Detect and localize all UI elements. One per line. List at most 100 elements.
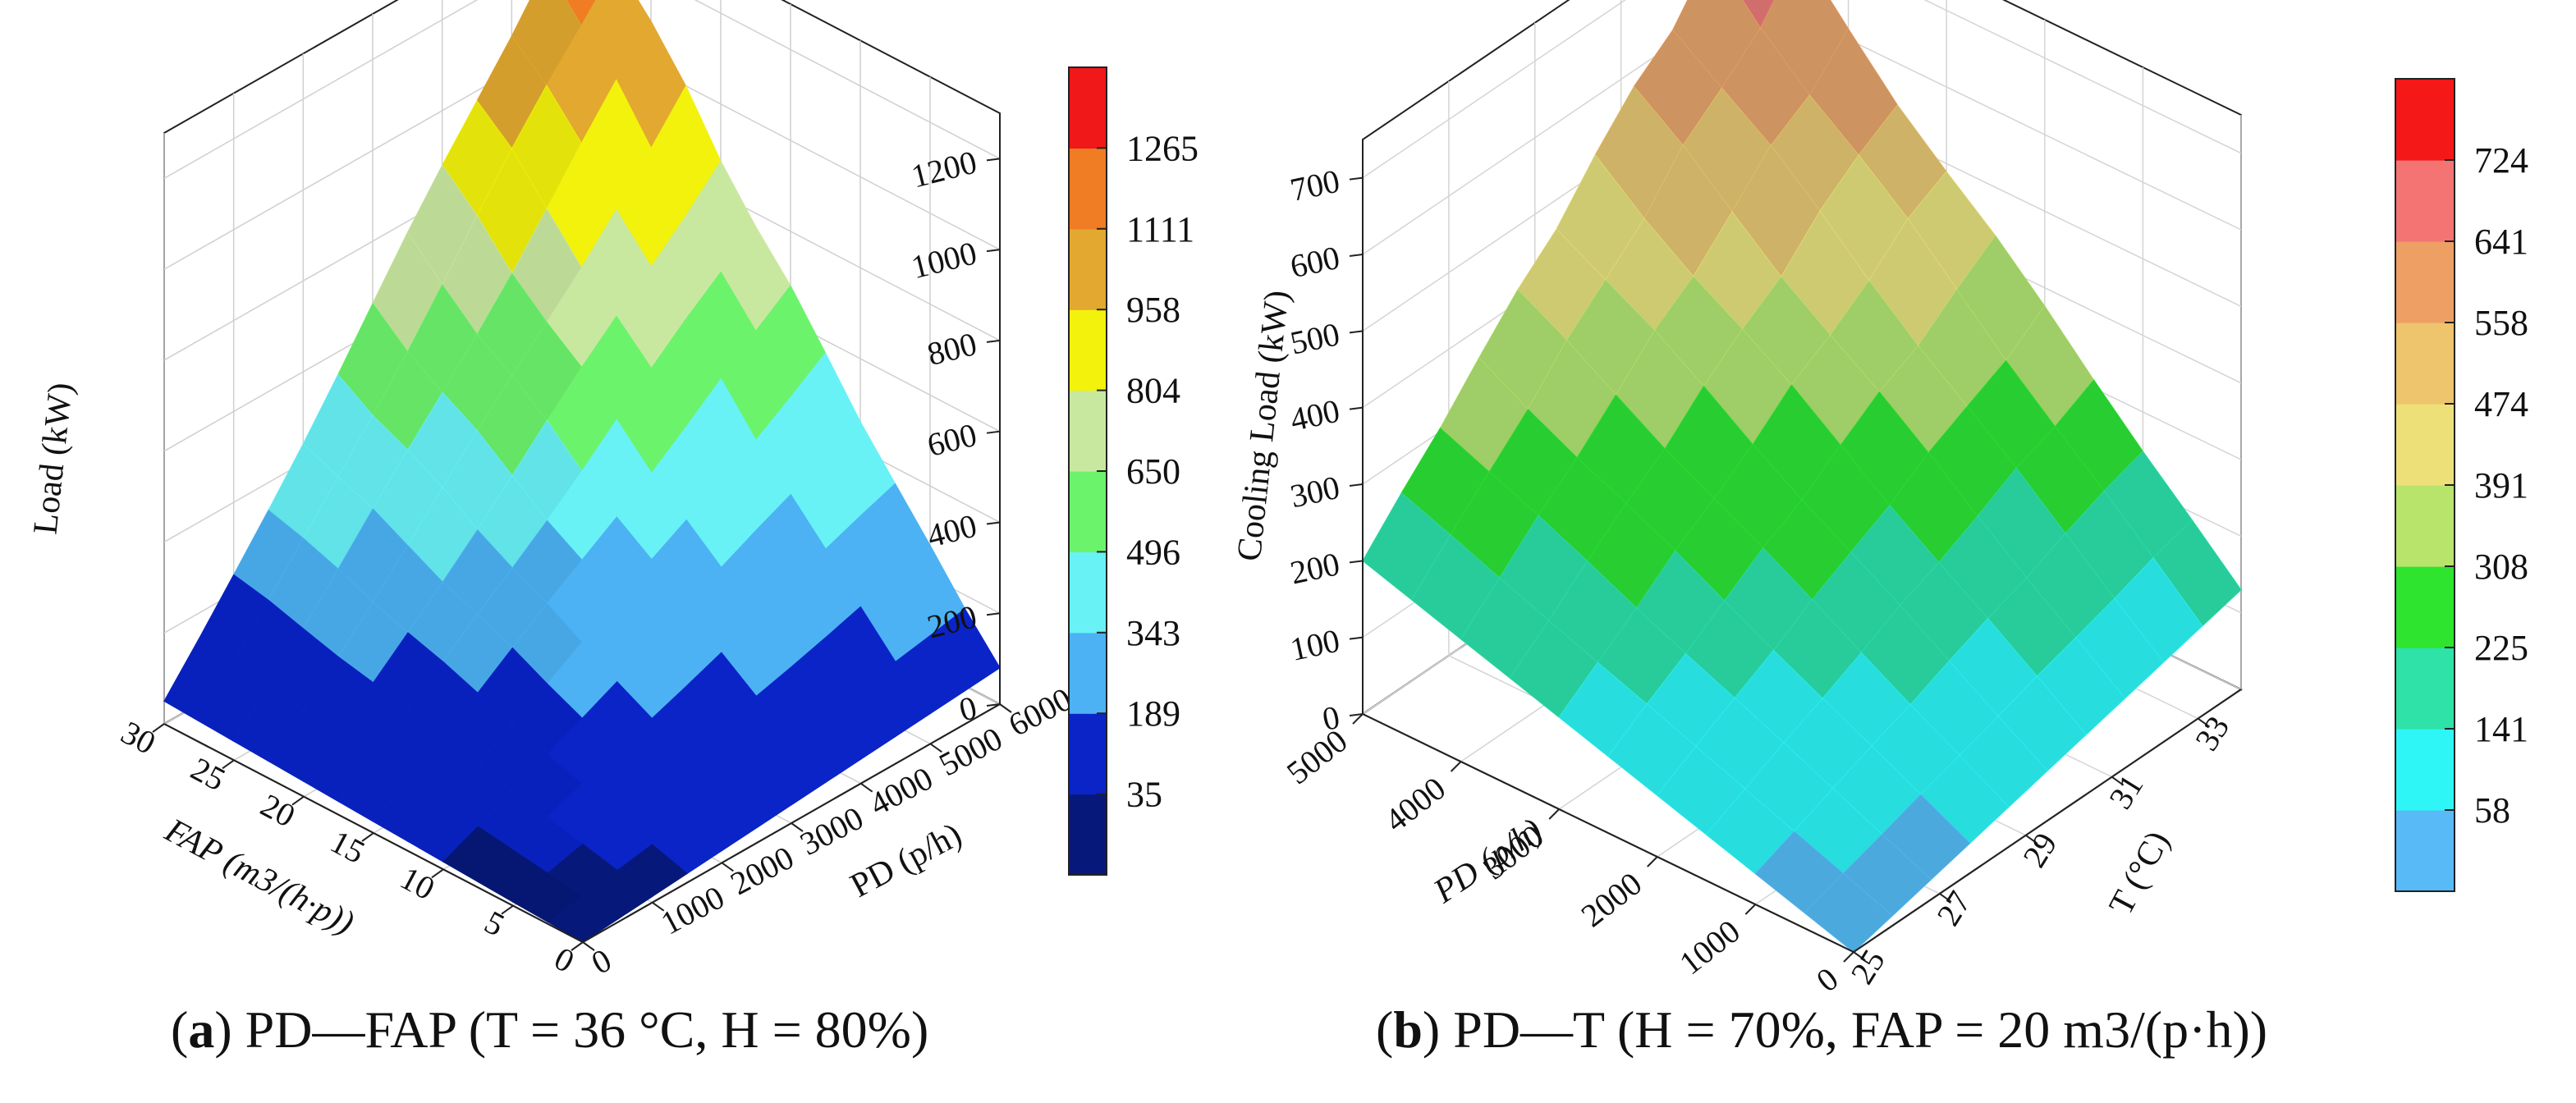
panel-a-surface-shade xyxy=(442,100,512,217)
panel-b-surface-shade xyxy=(1685,601,1774,698)
panel-b-colorbar-label: 391 xyxy=(2474,465,2528,506)
panel-b-surface-shade xyxy=(1556,154,1644,281)
panel-b-y-tick xyxy=(1939,893,1952,903)
panel-a-surface-shade xyxy=(373,232,442,352)
panel-b-surface-shade xyxy=(1721,28,1810,146)
panel-a-y-tick-label: 6000 xyxy=(1002,680,1078,744)
panel-b-surface-shade xyxy=(1595,86,1684,219)
panel-a-x-tick-label: 5 xyxy=(479,903,511,943)
panel-b-x-tick xyxy=(1843,951,1854,963)
panel-a-z-tick xyxy=(986,703,1001,707)
panel-b-surface-shade xyxy=(1451,472,1538,579)
panel-a-colorbar-band xyxy=(1069,632,1107,714)
panel-a-colorbar-label: 650 xyxy=(1126,451,1180,492)
panel-b-surface-shade xyxy=(1411,534,1500,639)
panel-a-surface-shade xyxy=(268,444,338,538)
panel-a-surface-shade xyxy=(374,780,443,842)
panel-a-z-tick xyxy=(986,521,1001,525)
panel-b-colorbar-band xyxy=(2395,648,2455,730)
panel-b-surface-shade xyxy=(1918,290,2006,407)
panel-b-surface-shade xyxy=(1703,329,1792,445)
panel-b-surface-shade xyxy=(1672,0,1761,89)
panel-b-surface-shade xyxy=(1802,445,1890,552)
panel-a-surface-shade xyxy=(304,732,374,802)
panel-b-z-tick xyxy=(1349,254,1364,257)
panel-a-surface-shade xyxy=(268,538,338,629)
panel-b-surface-shade xyxy=(1657,746,1745,835)
panel-a-surface-shade xyxy=(338,682,409,757)
panel-b-surface-shade xyxy=(1755,831,1844,913)
panel-a-y-tick xyxy=(721,862,734,872)
panel-b-colorbar-label: 225 xyxy=(2474,628,2528,668)
panel-b-surface-shade xyxy=(2114,558,2202,662)
panel-b-surface-shade xyxy=(1773,599,1862,699)
panel-a-colorbar-label: 958 xyxy=(1126,290,1180,330)
panel-b-colorbar: 58 141 225 308 391 474 558 641 724 xyxy=(2395,78,2528,892)
panel-b-y-tick xyxy=(2197,717,2211,728)
panel-b-z-tick xyxy=(1349,560,1364,564)
panel-a-colorbar-band xyxy=(1069,713,1107,795)
panel-b-surface-shade xyxy=(1840,391,1929,506)
panel-a-x-tick-label: 25 xyxy=(185,750,231,799)
panel-a-surface-shade xyxy=(337,415,408,510)
panel-a-caption: (a) PD—FAP (T = 36 °C, H = 80%) xyxy=(171,1000,929,1059)
panel-b-surface-shade xyxy=(2037,638,2125,735)
panel-b-surface xyxy=(1362,0,2242,953)
panel-a-surface-shade xyxy=(512,754,583,817)
panel-b-z-tick xyxy=(1349,330,1364,334)
panel-b-surface-shade xyxy=(1956,236,2045,361)
panel-b-colorbar-band xyxy=(2395,729,2455,811)
panel-a-surface-shade xyxy=(478,790,548,850)
panel-b-surface-shade xyxy=(2026,533,2115,638)
panel-b-surface-shade xyxy=(1696,698,1784,789)
panel-b-colorbar-band xyxy=(2395,485,2455,567)
panel-a-surface-shade xyxy=(407,165,478,285)
panel-b-surface-shade xyxy=(1742,277,1831,386)
panel-b-surface-shade xyxy=(1998,676,2087,771)
panel-b-z-tick-label: 200 xyxy=(1287,545,1343,591)
panel-b-x-tick-label: 1000 xyxy=(1672,913,1747,982)
panel-a-surface-shade xyxy=(164,638,234,721)
panel-b-x-tick xyxy=(1450,761,1462,772)
panel-a-colorbar-label: 1265 xyxy=(1126,128,1199,168)
panel-a-surface-shade xyxy=(373,351,442,451)
panel-b-surface-shade xyxy=(2016,426,2105,534)
panel-b-surface-shade xyxy=(1784,698,1872,789)
panel-a-x-tick xyxy=(431,868,444,879)
panel-b-z-tick xyxy=(1349,713,1364,716)
panel-a-surface-shade xyxy=(512,684,583,755)
panel-a-surface-shade xyxy=(233,510,304,601)
panel-a-surface-shade xyxy=(512,817,583,874)
panel-a-colorbar-band xyxy=(1069,390,1107,472)
panel-a-surface-shade xyxy=(268,629,339,711)
panel-a-surface-shade xyxy=(234,686,304,762)
panel-b-surface-shade xyxy=(1791,335,1880,446)
panel-b-surface-shade xyxy=(1822,652,1911,747)
panel-a-colorbar-label: 189 xyxy=(1126,693,1180,734)
panel-a-surface-shade xyxy=(442,693,513,765)
panel-a-x-tick-label: 10 xyxy=(394,859,440,908)
panel-b-surface-shade xyxy=(1928,406,2017,517)
panel-a-colorbar: 35 189 343 496 650 804 958 1111 1265 xyxy=(1068,66,1199,876)
panel-a-caption-letter: a xyxy=(188,1000,215,1059)
panel-b-colorbar-band xyxy=(2395,323,2455,405)
panel-b-colorbar-band xyxy=(2395,241,2455,323)
panel-a-x-tick xyxy=(222,759,235,770)
panel-b-surface-shade xyxy=(2075,598,2164,699)
panel-b-surface-shade xyxy=(1879,346,1968,453)
panel-b-z-tick-label: 500 xyxy=(1287,315,1343,361)
panel-b-surface-shade xyxy=(1830,281,1918,392)
panel-a-colorbar-band xyxy=(1069,228,1107,310)
panel-b-surface-shade xyxy=(1812,552,1900,653)
panel-a-surface-shade xyxy=(477,149,547,274)
panel-a-surface-shade xyxy=(373,633,443,710)
panel-a-x-axis-label: FAP (m3/(h·p)) xyxy=(158,811,360,942)
panel-a-surface-shade xyxy=(233,600,304,687)
panel-b-surface-shade xyxy=(1820,155,1908,281)
panel-b-x-tick xyxy=(1647,856,1658,867)
panel-b-surface-shade xyxy=(1910,661,1999,756)
panel-a-z-tick xyxy=(986,430,1001,434)
panel-b-x-tick xyxy=(1744,904,1757,915)
panel-a-surface-shade xyxy=(408,582,478,662)
